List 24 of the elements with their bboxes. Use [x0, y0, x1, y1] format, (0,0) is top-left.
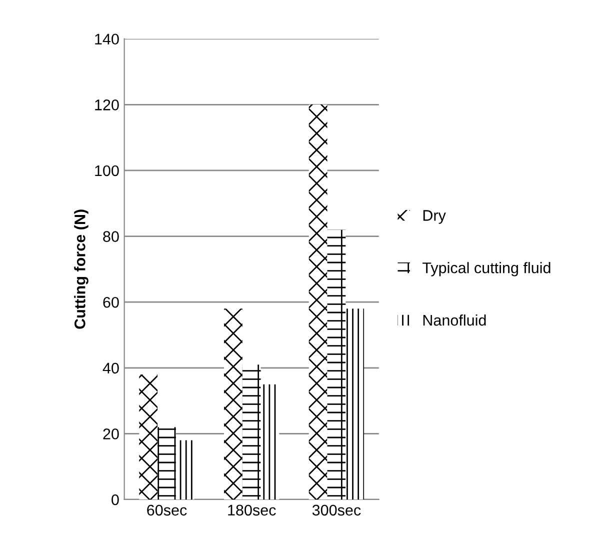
y-tick-label: 0	[112, 494, 119, 506]
y-tick-label: 20	[103, 428, 119, 440]
bar	[158, 427, 176, 500]
bar	[242, 364, 261, 500]
bar	[308, 104, 328, 500]
y-tick-label: 60	[103, 296, 119, 308]
y-tick-label: 80	[103, 231, 119, 242]
x-tick-label: 300sec	[312, 504, 361, 516]
bar	[139, 374, 158, 500]
legend-label: Typical cutting fluid	[422, 262, 550, 276]
y-tick-label: 120	[95, 100, 119, 110]
y-tick-label: 100	[95, 165, 119, 176]
y-axis-title: Cutting force (N)	[74, 210, 88, 329]
x-tick-label: 180sec	[228, 504, 276, 516]
legend-label: Dry	[423, 210, 446, 224]
bar	[176, 440, 194, 500]
y-tick-label: 40	[102, 362, 119, 374]
x-tick-label: 60sec	[147, 504, 187, 516]
bar	[224, 308, 242, 500]
bar	[260, 384, 280, 500]
legend-label: Nanofluid	[423, 314, 486, 326]
y-tick-label: 140	[95, 34, 119, 45]
bar	[346, 308, 364, 500]
bar	[327, 230, 346, 500]
